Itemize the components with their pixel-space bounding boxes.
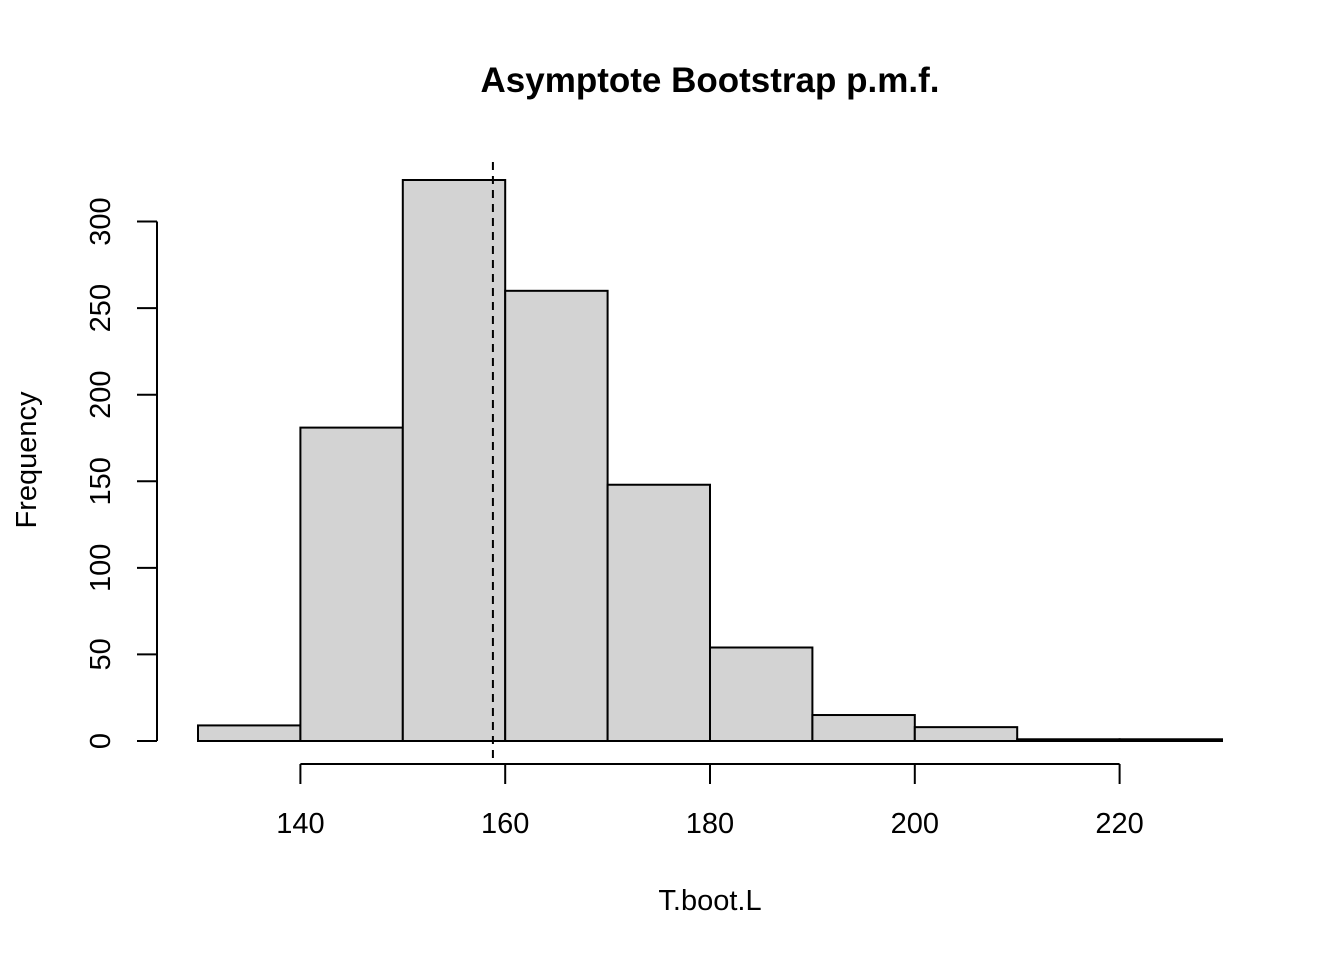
x-tick-label: 220 xyxy=(1095,808,1143,840)
y-tick-label: 150 xyxy=(85,457,117,505)
histogram-bar xyxy=(504,289,609,742)
y-tick-label: 100 xyxy=(85,544,117,592)
x-axis-label: T.boot.L xyxy=(658,885,761,917)
y-tick-label: 50 xyxy=(85,638,117,670)
bars-group xyxy=(197,179,1223,743)
histogram-bar xyxy=(913,726,1019,742)
y-tick-label: 0 xyxy=(85,733,117,749)
y-axis-label: Frequency xyxy=(11,391,43,529)
histogram-bar xyxy=(197,724,302,743)
chart-title: Asymptote Bootstrap p.m.f. xyxy=(481,61,940,100)
x-tick-label: 160 xyxy=(481,808,529,840)
histogram-bar xyxy=(1118,738,1223,742)
x-tick-label: 200 xyxy=(891,808,939,840)
histogram-bar xyxy=(299,426,404,742)
y-tick-label: 300 xyxy=(85,197,117,245)
y-tick-label: 200 xyxy=(85,371,117,419)
x-axis: 140 160 180 200 220 xyxy=(276,763,1144,840)
histogram-bar xyxy=(709,646,814,742)
x-tick-label: 140 xyxy=(276,808,324,840)
x-tick-label: 180 xyxy=(686,808,734,840)
histogram-bar xyxy=(401,179,507,742)
y-tick-label: 250 xyxy=(85,284,117,332)
histogram-bar xyxy=(811,714,916,742)
y-axis: 0 50 100 150 200 250 300 xyxy=(85,197,158,749)
histogram-bar xyxy=(606,483,711,742)
histogram-bar xyxy=(1016,738,1121,742)
